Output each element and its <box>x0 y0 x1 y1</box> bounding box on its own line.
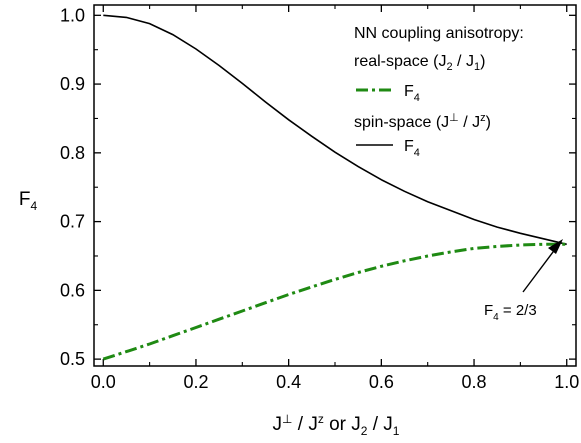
series-layer <box>102 14 567 361</box>
series-line-real-space <box>102 242 567 361</box>
x-tick-label: 0.2 <box>183 372 208 392</box>
y-tick-label: 0.5 <box>60 349 85 369</box>
y-tick-label: 0.6 <box>60 280 85 300</box>
y-axis: 0.5 0.6 0.7 0.8 0.9 1.0 <box>60 5 576 369</box>
legend-group-spin-space: spin-space (J⊥ / Jz) <box>354 112 491 131</box>
legend: NN coupling anisotropy: real-space (J2 /… <box>354 25 524 159</box>
y-tick-label: 0.8 <box>60 143 85 163</box>
annotation-label: F4 = 2/3 <box>484 302 537 323</box>
y-tick-label: 0.7 <box>60 212 85 232</box>
annotation-arrow <box>522 243 560 293</box>
legend-entry-real-space: F4 <box>404 83 420 104</box>
y-tick-label: 1.0 <box>60 5 85 25</box>
annotation-arrowhead <box>548 239 563 254</box>
x-tick-label: 0.8 <box>462 372 487 392</box>
x-tick-label: 0.4 <box>276 372 301 392</box>
series-line-spin-space <box>103 14 567 246</box>
x-axis: 0.0 0.2 0.4 0.6 0.8 1.0 <box>91 5 579 392</box>
y-tick-label: 0.9 <box>60 74 85 94</box>
x-axis-title: J⊥ / Jz or J2 / J1 <box>273 412 400 438</box>
x-tick-label: 0.6 <box>369 372 394 392</box>
x-tick-label: 0.0 <box>91 372 116 392</box>
legend-heading: NN coupling anisotropy: <box>354 25 524 42</box>
x-tick-label: 1.0 <box>554 372 579 392</box>
annotation-f4-limit: F4 = 2/3 <box>484 239 563 323</box>
y-axis-title: F4 <box>19 189 38 213</box>
legend-group-real-space: real-space (J2 / J1) <box>354 53 485 73</box>
legend-entry-spin-space: F4 <box>404 138 420 159</box>
